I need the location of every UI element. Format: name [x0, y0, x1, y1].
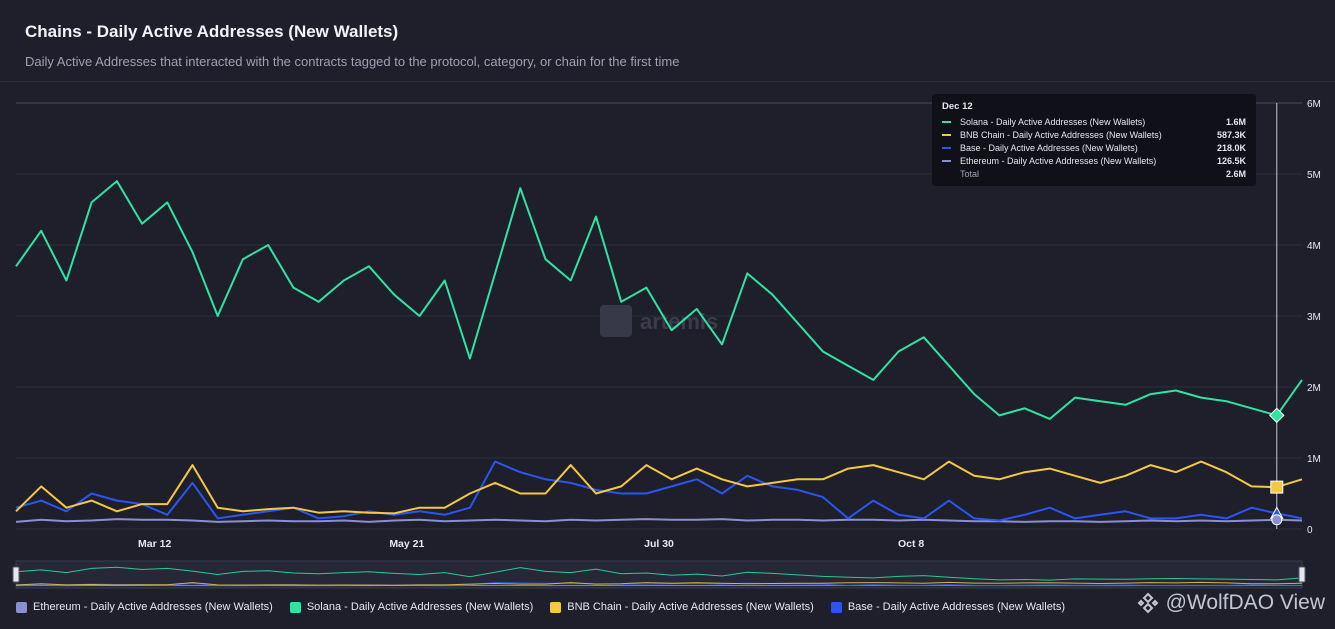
series-line [15, 460, 1303, 515]
legend-swatch [830, 601, 842, 613]
hover-crosshair [1269, 103, 1285, 529]
x-tick-label: Jul 30 [644, 538, 674, 550]
tooltip-series-value: 126.5K [1216, 155, 1246, 166]
chart-gridlines [16, 102, 1302, 530]
y-tick-label: 2M [1307, 383, 1321, 394]
legend-item[interactable]: Solana - Daily Active Addresses (New Wal… [289, 601, 534, 613]
y-tick-label: 5M [1307, 170, 1321, 181]
legend-item[interactable]: Ethereum - Daily Active Addresses (New W… [16, 601, 273, 613]
tooltip-series-value: 218.0K [1216, 142, 1246, 153]
y-tick-label: 0 [1307, 525, 1313, 536]
tooltip-row: Base - Daily Active Addresses (New Walle… [942, 141, 1246, 154]
tooltip-series-value: 587.3K [1216, 129, 1246, 140]
legend-label: Base - Daily Active Addresses (New Walle… [847, 601, 1066, 613]
legend-label: Solana - Daily Active Addresses (New Wal… [306, 601, 534, 613]
tooltip-row: BNB Chain - Daily Active Addresses (New … [942, 128, 1246, 141]
tooltip-swatch [942, 146, 951, 149]
tooltip-swatch [942, 120, 951, 123]
legend-item[interactable]: Base - Daily Active Addresses (New Walle… [830, 601, 1066, 613]
tooltip-series-name: Solana - Daily Active Addresses (New Wal… [960, 116, 1146, 127]
hover-marker [1269, 407, 1285, 424]
navigator-handle[interactable] [12, 566, 20, 583]
tooltip-row: Solana - Daily Active Addresses (New Wal… [942, 115, 1246, 128]
legend-item[interactable]: BNB Chain - Daily Active Addresses (New … [550, 601, 814, 613]
legend-label: Ethereum - Daily Active Addresses (New W… [33, 601, 273, 613]
legend-swatch [550, 601, 562, 613]
tooltip-series-value: 1.6M [1225, 116, 1246, 127]
tooltip-row: Ethereum - Daily Active Addresses (New W… [942, 154, 1246, 167]
y-tick-label: 4M [1307, 241, 1321, 252]
artemis-logo-icon [600, 305, 632, 337]
tooltip-series-name: BNB Chain - Daily Active Addresses (New … [960, 129, 1162, 140]
series-line [15, 180, 1303, 420]
y-axis: 0 1M 2M 3M 4M 5M 6M [1307, 99, 1321, 536]
tooltip-series-name: Base - Daily Active Addresses (New Walle… [960, 142, 1138, 153]
legend-label: BNB Chain - Daily Active Addresses (New … [567, 601, 814, 613]
page-subtitle: Daily Active Addresses that interacted w… [25, 54, 680, 69]
tooltip-series-name: Ethereum - Daily Active Addresses (New W… [960, 155, 1157, 166]
page-title: Chains - Daily Active Addresses (New Wal… [25, 22, 399, 41]
range-navigator[interactable] [12, 560, 1306, 589]
tooltip-date: Dec 12 [942, 101, 973, 112]
wolfdao-watermark: @WolfDAO View [1136, 591, 1325, 615]
tooltip-total-label: Total [960, 168, 980, 179]
tooltip-swatch [942, 133, 951, 136]
y-tick-label: 1M [1307, 454, 1321, 465]
hover-marker [1270, 480, 1284, 494]
navigator-series-line [15, 581, 1303, 586]
x-tick-label: Mar 12 [138, 538, 171, 550]
legend-swatch [289, 601, 301, 613]
tooltip-swatch [942, 159, 951, 162]
chart-legend: Ethereum - Daily Active Addresses (New W… [16, 601, 1082, 613]
hover-tooltip: Dec 12 Solana - Daily Active Addresses (… [932, 94, 1256, 186]
chart-header: Chains - Daily Active Addresses (New Wal… [0, 0, 1335, 82]
tooltip-total-value: 2.6M [1225, 168, 1246, 179]
series-line [15, 460, 1303, 522]
x-axis: Mar 12 May 21 Jul 30 Oct 8 [138, 538, 924, 550]
x-tick-label: May 21 [389, 538, 424, 550]
hover-marker [1271, 514, 1283, 526]
navigator-series-line [15, 566, 1303, 581]
binance-icon [1137, 592, 1158, 614]
x-tick-label: Oct 8 [898, 538, 924, 550]
series-line [15, 518, 1303, 523]
legend-swatch [16, 601, 27, 613]
watermark-text: @WolfDAO View [1165, 591, 1325, 614]
chart-series [15, 180, 1303, 523]
y-tick-label: 6M [1307, 99, 1321, 110]
navigator-handle[interactable] [1298, 566, 1306, 583]
y-tick-label: 3M [1307, 312, 1321, 323]
tooltip-total-row: Total 2.6M [942, 167, 1246, 180]
